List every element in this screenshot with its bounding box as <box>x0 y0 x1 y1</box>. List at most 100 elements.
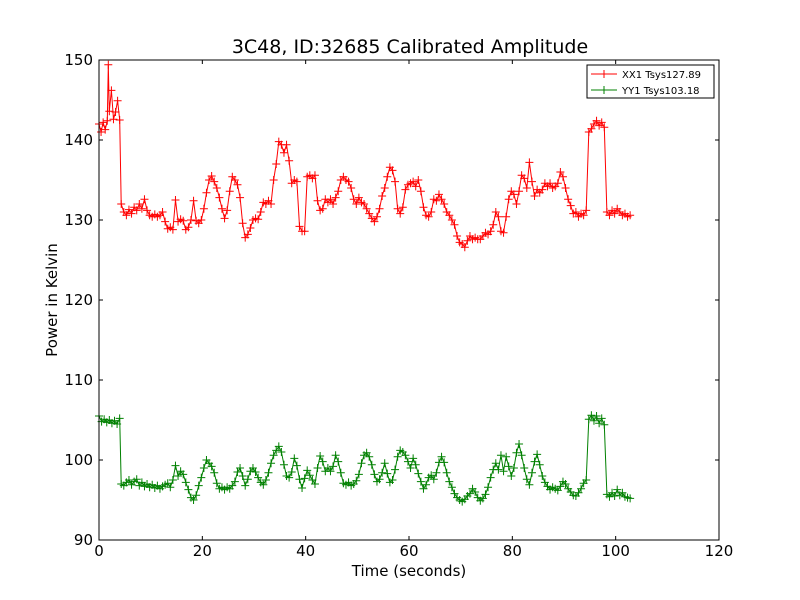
data-point <box>168 476 177 484</box>
data-point <box>113 96 122 105</box>
data-point <box>494 212 503 221</box>
data-point <box>365 452 374 461</box>
data-point <box>561 480 570 488</box>
data-point <box>105 107 114 116</box>
data-point <box>300 227 309 236</box>
data-point <box>298 484 307 492</box>
data-point <box>360 200 369 208</box>
data-point <box>365 209 374 218</box>
data-point <box>132 206 141 215</box>
data-point <box>310 480 319 488</box>
data-point <box>370 217 379 226</box>
data-point <box>471 488 480 496</box>
data-point <box>269 451 278 460</box>
data-point <box>168 225 177 234</box>
data-point <box>522 475 531 484</box>
data-point <box>143 206 152 215</box>
data-point <box>318 204 327 213</box>
x-tick-label: 120 <box>705 542 734 560</box>
data-point <box>447 216 456 224</box>
data-point <box>484 483 493 492</box>
data-point <box>334 187 343 196</box>
data-point <box>331 193 340 202</box>
data-point <box>496 451 505 460</box>
data-point <box>440 200 449 208</box>
data-point <box>393 204 402 213</box>
legend-marker <box>600 70 608 78</box>
data-point <box>507 472 516 480</box>
y-tick-label: 120 <box>64 291 93 309</box>
data-point <box>416 477 425 486</box>
data-point <box>546 179 555 188</box>
data-point <box>241 481 250 490</box>
data-point <box>254 473 263 482</box>
data-point <box>416 187 425 196</box>
data-point <box>445 477 454 486</box>
data-point <box>97 128 106 136</box>
data-point <box>261 476 270 484</box>
data-point <box>486 473 495 482</box>
data-point <box>525 480 534 489</box>
data-point <box>127 209 136 218</box>
data-point <box>122 211 131 220</box>
data-point <box>587 124 596 133</box>
data-point <box>292 461 301 470</box>
data-point <box>310 171 319 180</box>
data-point <box>254 215 263 224</box>
data-point <box>502 212 511 221</box>
data-point <box>375 475 384 484</box>
data-point <box>600 420 609 429</box>
data-point <box>295 222 304 231</box>
data-point <box>336 468 345 477</box>
data-point <box>613 485 622 494</box>
x-tick-label: 80 <box>503 542 522 560</box>
data-point <box>401 185 410 194</box>
legend-entry: XX1 Tsys127.89 <box>591 70 701 81</box>
data-point <box>107 86 116 95</box>
legend: XX1 Tsys127.89 YY1 Tsys103.18 <box>586 64 715 99</box>
data-point <box>509 464 518 472</box>
data-point <box>411 460 420 469</box>
data-point <box>520 174 529 183</box>
data-point <box>525 158 534 167</box>
data-point <box>499 228 508 237</box>
data-point <box>272 160 281 168</box>
data-point <box>587 411 596 420</box>
data-point <box>605 211 614 220</box>
data-point <box>217 204 226 213</box>
data-point <box>357 459 366 468</box>
data-point <box>171 196 180 204</box>
data-point <box>329 462 338 471</box>
axis-layer: 0 20 40 60 80 100 120 90 100 110 120 130 140 150 <box>64 51 733 560</box>
data-point <box>553 179 562 188</box>
legend-label: XX1 Tsys127.89 <box>622 70 701 81</box>
data-point <box>137 204 146 213</box>
data-point <box>259 480 268 489</box>
data-point <box>285 473 294 482</box>
data-point <box>256 208 265 216</box>
data-point <box>215 193 224 202</box>
data-point <box>179 216 188 225</box>
data-point <box>600 123 609 132</box>
data-point <box>538 472 547 480</box>
data-point <box>383 172 392 181</box>
data-point <box>230 477 239 486</box>
data-point <box>99 118 108 127</box>
data-point <box>414 176 423 184</box>
data-point <box>285 156 294 165</box>
data-point <box>362 204 371 213</box>
data-point <box>135 200 144 208</box>
y-axis-label: Power in Kelvin <box>43 243 61 357</box>
x-tick-label: 60 <box>399 542 418 560</box>
data-point <box>372 212 381 221</box>
data-point <box>251 468 260 476</box>
data-point <box>194 481 203 490</box>
data-point <box>440 458 449 467</box>
data-point <box>101 125 110 134</box>
legend-label: YY1 Tsys103.18 <box>621 86 700 97</box>
data-point <box>274 442 283 451</box>
data-point <box>269 176 278 184</box>
data-point <box>499 467 508 476</box>
data-point <box>445 211 454 220</box>
data-point <box>111 108 120 116</box>
